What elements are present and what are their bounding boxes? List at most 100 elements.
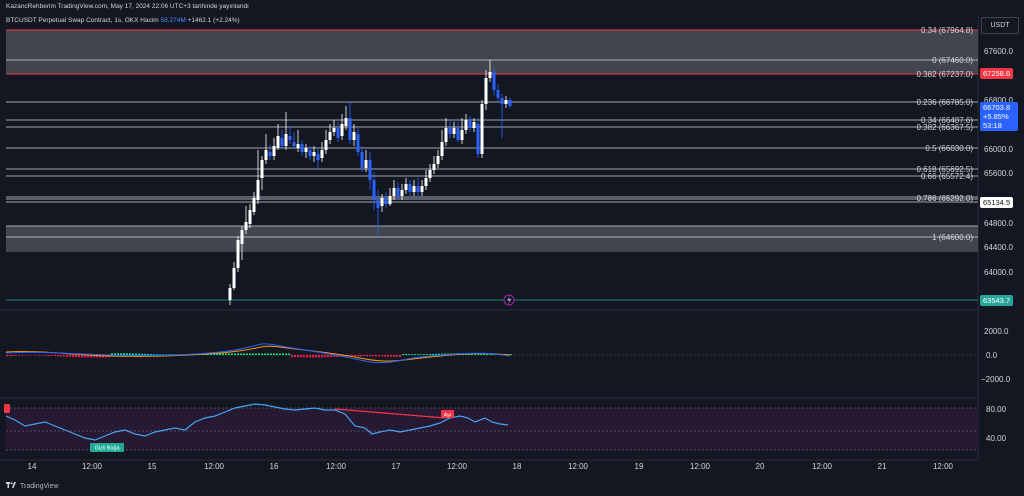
macd-bar (411, 354, 413, 355)
green-price-tag: 63543.7 (980, 295, 1014, 306)
rsi-line[interactable] (5, 403, 509, 441)
macd-bar (441, 353, 443, 355)
macd-signal-line (5, 345, 511, 362)
macd-bar (156, 354, 158, 355)
macd-bar (249, 353, 251, 355)
macd-bar (369, 355, 371, 357)
macd-bar (318, 355, 320, 358)
price-tick: 65600.0 (984, 169, 1013, 178)
candle-body (368, 160, 372, 180)
candlestick-series[interactable] (228, 60, 512, 305)
macd-bar (288, 353, 290, 355)
candle-body (344, 118, 348, 126)
candle-body (288, 136, 292, 140)
candle-body (392, 188, 396, 196)
macd-bar (216, 353, 218, 355)
candle-body (248, 210, 252, 224)
macd-bar (243, 353, 245, 355)
candle-body (240, 230, 244, 244)
candle-body (404, 184, 408, 190)
candle-body (364, 160, 368, 168)
macd-bar (435, 353, 437, 355)
current-change: +5.85% (983, 112, 1009, 121)
macd-bar (360, 355, 362, 357)
macd-bar (321, 355, 323, 358)
macd-bar (117, 353, 119, 355)
macd-bar (474, 353, 476, 355)
macd-bar (426, 354, 428, 355)
macd-bar (231, 353, 233, 355)
macd-bar (285, 353, 287, 355)
candle-body (252, 198, 256, 212)
macd-bar (375, 355, 377, 357)
macd-bar (315, 355, 317, 358)
fib-lines[interactable] (6, 29, 978, 301)
lightning-icon[interactable] (503, 294, 515, 306)
fib-label-0-382: 0.382 (66367.5) (917, 123, 974, 132)
macd-bar (63, 355, 65, 357)
macd-bar (144, 353, 146, 355)
macd-bar (336, 355, 338, 357)
macd-bar (111, 353, 113, 355)
candle-body (320, 150, 324, 158)
currency-selector[interactable]: USDT (981, 17, 1019, 34)
macd-bar (276, 353, 278, 355)
macd-bar (363, 355, 365, 357)
macd-bar (66, 355, 68, 357)
footer-bar: TradingView (0, 478, 1024, 496)
candle-body (260, 160, 264, 178)
candle-body (272, 146, 276, 156)
rsi-band (6, 408, 978, 450)
macd-bar (99, 355, 101, 358)
macd-bar (9, 355, 11, 357)
fib-zone-top (6, 30, 978, 74)
time-tick: 18 (513, 462, 522, 471)
macd-bar (213, 353, 215, 355)
candle-body (340, 124, 344, 136)
candle-body (280, 138, 284, 146)
rsi-axis[interactable]: 80.00 40.00 (986, 405, 1007, 443)
fib-label-0-34: 0.34 (66487.6) (921, 116, 973, 125)
macd-bar (420, 354, 422, 355)
macd-bar (93, 355, 95, 358)
candle-body (488, 72, 492, 78)
macd-bar (114, 353, 116, 355)
price-tick: 66000.0 (984, 145, 1013, 154)
macd-bar (237, 353, 239, 355)
macd-bar (225, 353, 227, 355)
fib-label-0-236: 0.236 (66785.0) (917, 98, 974, 107)
candle-body (424, 178, 428, 186)
macd-bar (126, 353, 128, 355)
macd-bar (291, 355, 293, 358)
time-tick: 12:00 (447, 462, 468, 471)
macd-bar (42, 355, 44, 356)
candle-body (436, 156, 440, 164)
macd-bar (306, 355, 308, 358)
fib-label-0-66: 0.66 (65572.4) (921, 172, 973, 181)
candle-body (432, 164, 436, 170)
macd-bar (510, 354, 512, 355)
macd-bar (294, 355, 296, 358)
divergence-bull-badge (90, 443, 124, 452)
candle-body (384, 198, 388, 204)
macd-bar (354, 355, 356, 357)
macd-axis[interactable]: 2000.0 0.0 −2000.0 (981, 327, 1011, 384)
candle-body (396, 188, 400, 196)
time-axis[interactable]: 14 12:00 15 12:00 16 12:00 17 12:00 18 12:00 19 12:… (28, 462, 954, 471)
bar-countdown: 53:18 (983, 121, 1002, 130)
macd-bar (327, 355, 329, 358)
macd-bar (387, 355, 389, 357)
macd-bar (18, 355, 20, 356)
candle-body (372, 180, 376, 200)
candle-body (352, 132, 356, 140)
macd-bar (438, 353, 440, 355)
macd-bar (432, 353, 434, 355)
price-axis[interactable]: 67600.0 66800.0 66000.0 65600.0 64800.0 … (984, 47, 1013, 277)
volume-label: Hacim (140, 17, 159, 24)
symbol-title[interactable]: BTCUSDT Perpetual Swap Contract, 1s, OKX (6, 17, 139, 24)
candle-body (456, 128, 460, 140)
macd-bar (492, 353, 494, 355)
brand-text: TradingView (20, 483, 59, 490)
macd-bar (300, 355, 302, 358)
